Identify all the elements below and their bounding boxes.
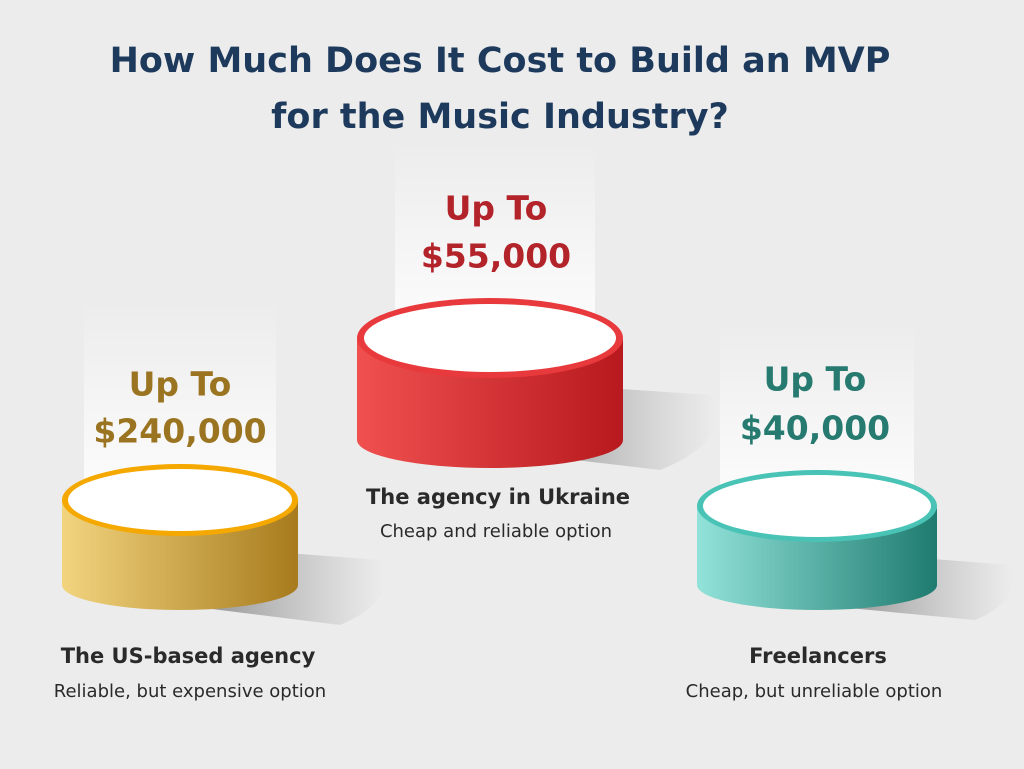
option-name: The agency in Ukraine <box>366 485 630 509</box>
option-description: Cheap and reliable option <box>380 521 612 542</box>
prefix: Up To <box>445 189 548 228</box>
price: $40,000 <box>740 409 890 448</box>
cylinder-top <box>364 304 616 372</box>
price: $55,000 <box>421 237 571 276</box>
price: $240,000 <box>93 412 266 451</box>
prefix: Up To <box>129 365 232 404</box>
option-description: Cheap, but unreliable option <box>686 681 943 702</box>
option-description: Reliable, but expensive option <box>54 681 326 702</box>
option-name: Freelancers <box>749 644 887 668</box>
cylinder-top <box>703 475 931 537</box>
title-line: for the Music Industry? <box>271 97 729 137</box>
option-name: The US-based agency <box>61 644 316 668</box>
title-line: How Much Does It Cost to Build an MVP <box>110 41 891 81</box>
prefix: Up To <box>764 360 867 399</box>
cylinder-top <box>68 469 292 531</box>
